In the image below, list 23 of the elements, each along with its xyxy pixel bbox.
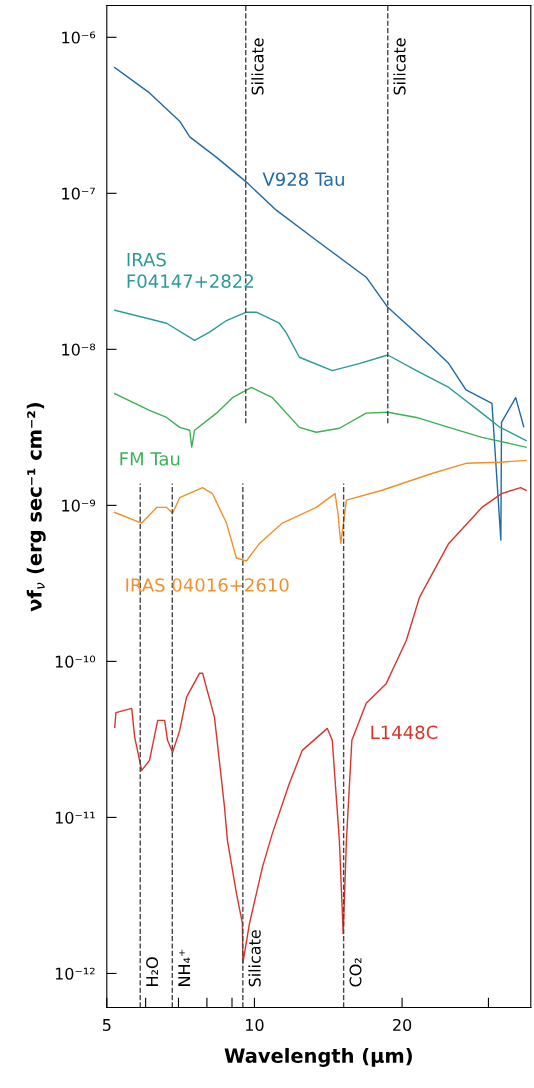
y-tick-label: 10⁻⁶ — [62, 31, 96, 44]
y-tick-label: 10⁻¹¹ — [55, 811, 95, 824]
ref-line-label: Silicate — [248, 930, 261, 987]
y-tick-label: 10⁻⁹ — [62, 499, 96, 512]
series-label: IRAS F04147+2822 — [127, 252, 253, 289]
ref-line-label: NH₄⁺ — [178, 949, 191, 986]
ref-line-label: H₂O — [146, 957, 159, 986]
series-label: V928 Tau — [262, 172, 344, 187]
series-label: FM Tau — [120, 452, 180, 466]
x-tick-label: 5 — [102, 1019, 111, 1031]
y-tick-label: 10⁻¹⁰ — [55, 655, 96, 668]
x-tick-label: 20 — [393, 1018, 412, 1031]
y-tick-label: 10⁻⁷ — [62, 187, 95, 200]
ref-line-label: Silicate — [393, 38, 406, 95]
text: IRAS 04016+2610 — [126, 578, 289, 592]
y-tick-label: 10⁻⁸ — [62, 343, 96, 356]
series-label: L1448C — [371, 725, 438, 740]
ref-line-label: CO₂ — [349, 958, 362, 987]
y-axis-title: νf$_{ν}$ (erg sec⁻¹ cm⁻²) — [26, 402, 46, 612]
x-tick-label: 10 — [246, 1018, 264, 1031]
x-axis-title: Wavelength (μm) — [224, 1047, 412, 1067]
ref-line-label: Silicate — [251, 38, 264, 95]
y-tick-label: 10⁻¹² — [55, 967, 95, 980]
